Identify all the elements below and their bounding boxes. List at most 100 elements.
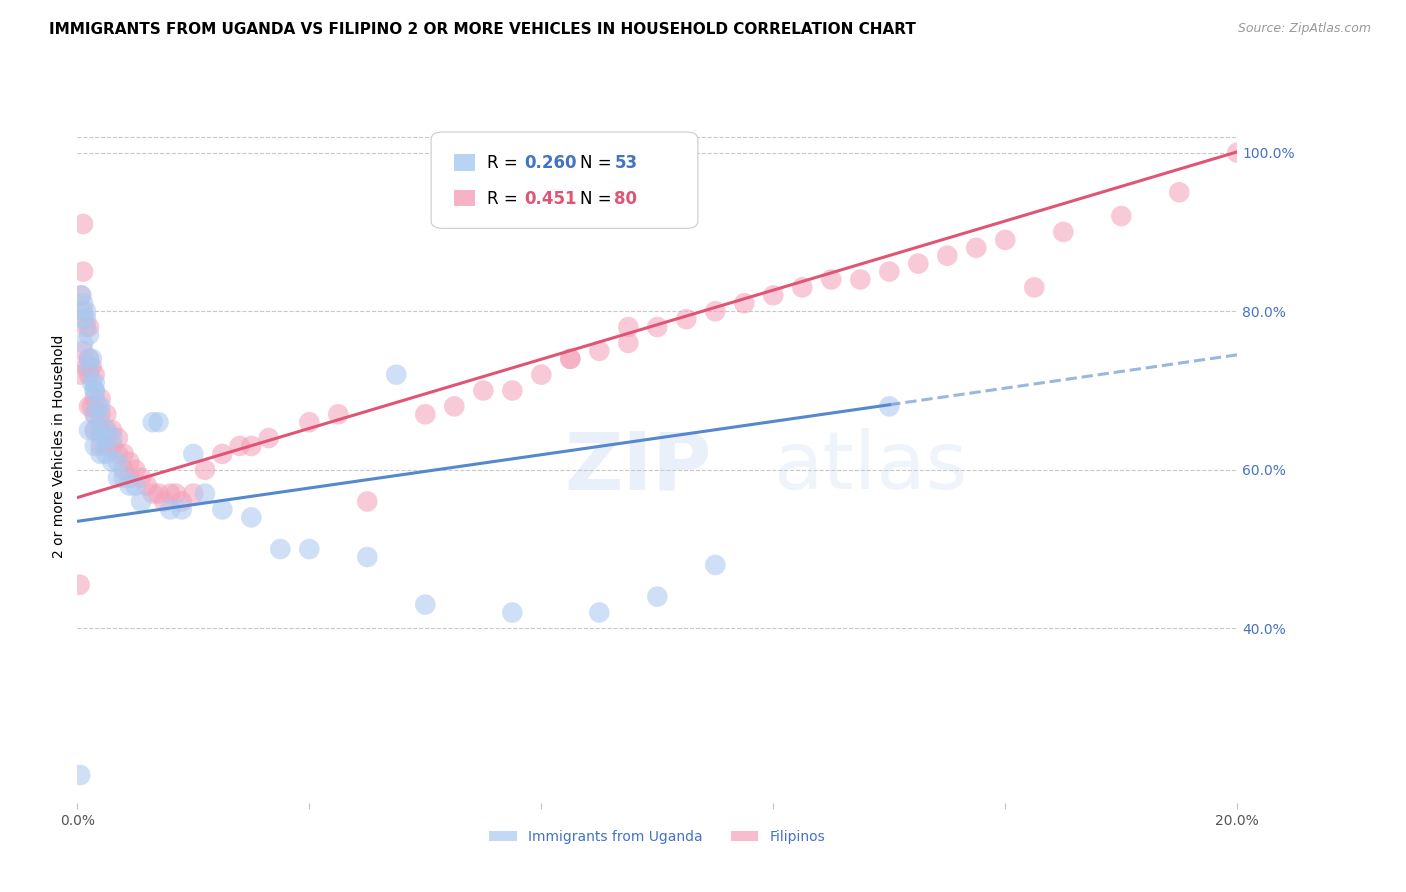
Point — [90, 431, 111, 445]
Point — [136, 478, 159, 492]
Point — [501, 606, 523, 620]
Point — [877, 264, 901, 278]
Text: 0.260: 0.260 — [524, 154, 576, 172]
Point — [90, 447, 111, 461]
Point — [820, 272, 842, 286]
Text: N =: N = — [579, 154, 616, 172]
Point — [107, 455, 129, 469]
Point — [83, 407, 105, 421]
Point — [96, 423, 118, 437]
Point — [211, 502, 233, 516]
Point — [413, 598, 436, 612]
Text: 0.451: 0.451 — [524, 190, 576, 208]
Point — [560, 351, 582, 366]
Point — [96, 431, 118, 445]
Point — [77, 351, 100, 366]
Point — [83, 376, 105, 390]
Point — [80, 351, 103, 366]
Point — [83, 368, 105, 382]
Point — [183, 447, 205, 461]
Point — [69, 768, 91, 782]
FancyBboxPatch shape — [454, 153, 475, 170]
Point — [86, 400, 108, 414]
Point — [647, 590, 669, 604]
Point — [72, 312, 94, 326]
Point — [118, 471, 141, 485]
Point — [183, 486, 205, 500]
Point — [647, 320, 669, 334]
Point — [936, 249, 959, 263]
Text: atlas: atlas — [773, 428, 967, 507]
Point — [107, 447, 129, 461]
Point — [75, 359, 97, 374]
Point — [80, 376, 103, 390]
Point — [228, 439, 252, 453]
Point — [965, 241, 987, 255]
Point — [70, 288, 93, 302]
Point — [617, 335, 640, 350]
Point — [129, 471, 152, 485]
Point — [994, 233, 1017, 247]
Point — [413, 407, 436, 421]
Point — [77, 368, 100, 382]
Text: R =: R = — [486, 154, 523, 172]
Point — [1111, 209, 1133, 223]
Point — [77, 359, 100, 374]
Point — [1052, 225, 1074, 239]
Point — [443, 400, 465, 414]
Point — [118, 455, 141, 469]
Point — [83, 423, 105, 437]
Point — [90, 415, 111, 429]
Point — [1226, 145, 1249, 160]
Point — [80, 359, 103, 374]
Point — [77, 400, 100, 414]
Point — [96, 423, 118, 437]
Point — [112, 471, 135, 485]
Point — [1024, 280, 1046, 294]
Point — [118, 478, 141, 492]
Point — [194, 486, 217, 500]
Point — [907, 257, 929, 271]
Point — [530, 368, 553, 382]
Legend: Immigrants from Uganda, Filipinos: Immigrants from Uganda, Filipinos — [484, 824, 831, 849]
Point — [849, 272, 872, 286]
Point — [211, 447, 233, 461]
Point — [90, 423, 111, 437]
Text: Source: ZipAtlas.com: Source: ZipAtlas.com — [1237, 22, 1371, 36]
Point — [72, 217, 94, 231]
Point — [142, 486, 165, 500]
Point — [72, 335, 94, 350]
Point — [90, 439, 111, 453]
Y-axis label: 2 or more Vehicles in Household: 2 or more Vehicles in Household — [52, 334, 66, 558]
Point — [675, 312, 697, 326]
Point — [617, 320, 640, 334]
Point — [101, 455, 124, 469]
Point — [69, 578, 91, 592]
Point — [165, 486, 187, 500]
Point — [704, 304, 727, 318]
Point — [124, 463, 146, 477]
Point — [107, 471, 129, 485]
Text: IMMIGRANTS FROM UGANDA VS FILIPINO 2 OR MORE VEHICLES IN HOUSEHOLD CORRELATION C: IMMIGRANTS FROM UGANDA VS FILIPINO 2 OR … — [49, 22, 917, 37]
Point — [75, 320, 97, 334]
Point — [762, 288, 785, 302]
Point — [90, 392, 111, 406]
Point — [83, 423, 105, 437]
Point — [83, 384, 105, 398]
Point — [356, 549, 378, 564]
Point — [733, 296, 755, 310]
Point — [83, 439, 105, 453]
Point — [75, 312, 97, 326]
Point — [257, 431, 280, 445]
Point — [385, 368, 408, 382]
Point — [588, 343, 610, 358]
Point — [124, 478, 146, 492]
Point — [159, 486, 181, 500]
Point — [792, 280, 814, 294]
FancyBboxPatch shape — [432, 132, 697, 228]
Point — [356, 494, 378, 508]
Point — [159, 502, 181, 516]
Point — [240, 510, 263, 524]
Point — [72, 264, 94, 278]
Text: ZIP: ZIP — [565, 428, 711, 507]
